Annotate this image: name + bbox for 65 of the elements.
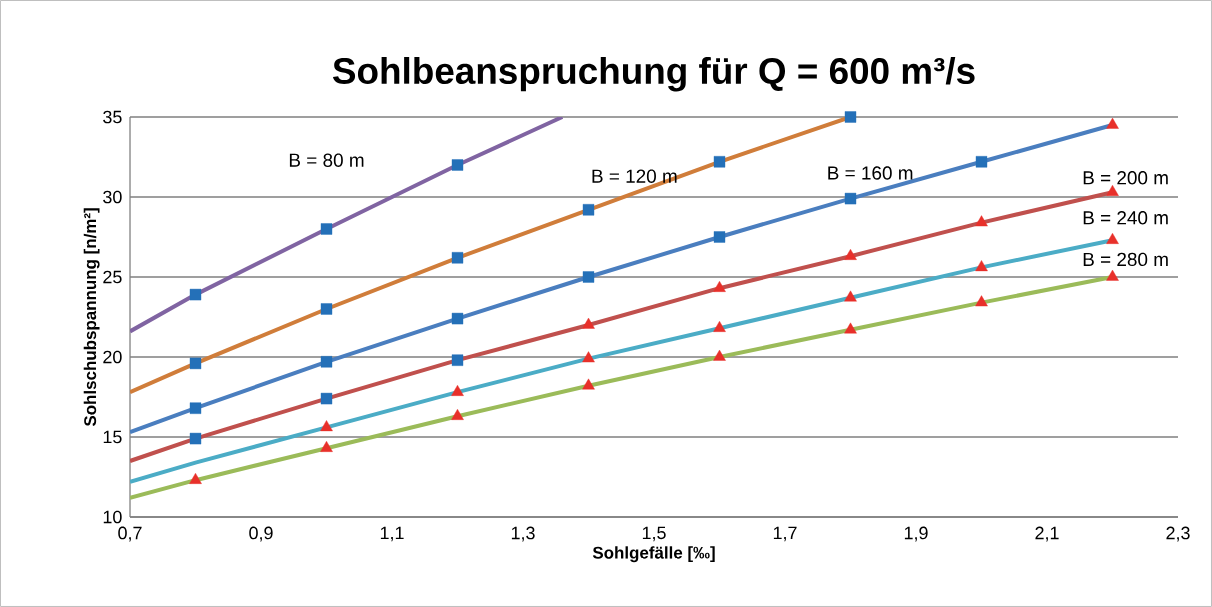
- line-series: [130, 116, 565, 334]
- y-tick-label: 20: [103, 350, 122, 364]
- point: [1106, 184, 1119, 196]
- series-label: B = 240 m: [1083, 211, 1168, 225]
- x-tick-label: 0,9: [249, 526, 273, 542]
- point: [451, 159, 464, 171]
- series-label: B = 280 m: [1083, 252, 1168, 267]
- x-tick-label: 0,7: [118, 526, 142, 542]
- x-tick-label: 1,1: [380, 526, 404, 542]
- point: [189, 288, 202, 301]
- y-tick-label: 10: [103, 510, 122, 524]
- point: [582, 271, 595, 283]
- point: [320, 303, 333, 315]
- y-axis-title: Sohlschubspannung [n/m²]: [83, 208, 100, 427]
- point: [320, 420, 333, 432]
- point: [975, 215, 988, 227]
- point: [975, 295, 988, 307]
- point: [582, 351, 595, 363]
- series-label: B = 200 m: [1083, 171, 1168, 185]
- x-tick-label: 1,9: [904, 526, 928, 542]
- point: [582, 378, 595, 390]
- point: [844, 111, 857, 123]
- point: [713, 156, 726, 168]
- point: [451, 252, 464, 264]
- point: [451, 408, 464, 420]
- point: [1106, 269, 1119, 281]
- point: [451, 384, 464, 396]
- y-tick-label: 30: [103, 190, 122, 204]
- point: [713, 349, 726, 361]
- y-tick-label: 25: [103, 270, 122, 284]
- point: [975, 260, 988, 272]
- y-tick-label: 35: [103, 110, 122, 124]
- point: [844, 290, 857, 302]
- chart-title: Sohlbeanspruchung für Q = 600 m³/s: [332, 56, 975, 92]
- point: [320, 440, 333, 452]
- x-axis-title: Sohlgefälle [‰]: [592, 546, 715, 563]
- point: [451, 354, 464, 366]
- x-tick-label: 1,7: [773, 526, 797, 542]
- point: [713, 280, 726, 292]
- point: [844, 248, 857, 260]
- point: [189, 402, 202, 414]
- point: [975, 156, 988, 168]
- x-tick-label: 2,3: [1166, 526, 1190, 542]
- series-label: B = 160 m: [828, 166, 913, 180]
- point: [844, 322, 857, 334]
- x-tick-label: 1,5: [642, 526, 666, 542]
- point: [320, 356, 333, 368]
- text: B = 80 m: [289, 153, 364, 167]
- point: [1106, 117, 1119, 129]
- x-tick-label: 1,3: [511, 526, 535, 542]
- point: [1106, 232, 1119, 244]
- point: [320, 223, 333, 235]
- point: [189, 357, 202, 370]
- point: [189, 432, 202, 445]
- point: [582, 204, 595, 216]
- point: [713, 231, 726, 243]
- point: [451, 312, 464, 325]
- point: [189, 472, 202, 484]
- x-tick-label: 2,1: [1035, 526, 1059, 542]
- series-label: B = 120 m: [592, 169, 677, 183]
- point: [320, 392, 333, 405]
- point: [844, 192, 857, 205]
- point: [582, 317, 595, 329]
- y-tick-label: 15: [103, 430, 122, 444]
- point: [713, 320, 726, 332]
